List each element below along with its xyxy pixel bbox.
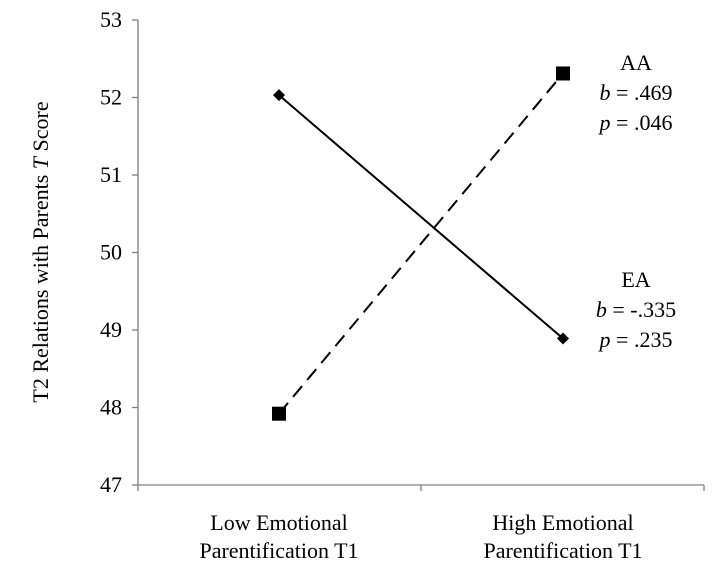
x-ticks: Low Emotional Parentification T1 High Emot… bbox=[137, 485, 705, 563]
y-tick-label: 47 bbox=[100, 472, 122, 497]
annotation-p-value: p = .235 bbox=[598, 327, 673, 352]
series-aa bbox=[272, 66, 570, 421]
series-ea bbox=[273, 89, 569, 345]
x-category-label: Low Emotional Parentification T1 bbox=[199, 510, 358, 563]
annotation-group-label: EA bbox=[621, 267, 650, 292]
y-ticks: 47 48 49 50 51 52 53 bbox=[100, 7, 138, 497]
data-point-diamond bbox=[557, 332, 569, 345]
annotation-layer: EA b = -.335 p = .235 AA b = .469 p = .046 bbox=[596, 50, 676, 352]
data-point-square bbox=[556, 66, 570, 81]
annotation-group-label: AA bbox=[620, 50, 652, 75]
annotation-p-value: p = .046 bbox=[598, 110, 673, 135]
y-tick-label: 51 bbox=[100, 162, 122, 187]
annotation-b-value: b = -.335 bbox=[596, 297, 676, 322]
series-line-ea bbox=[278, 94, 564, 340]
series-line-aa bbox=[278, 72, 564, 415]
y-tick-label: 53 bbox=[100, 7, 122, 32]
y-tick-label: 52 bbox=[100, 85, 122, 110]
y-tick-label: 50 bbox=[100, 240, 122, 265]
annotation-ea: EA b = -.335 p = .235 bbox=[596, 267, 676, 352]
annotation-aa: AA b = .469 p = .046 bbox=[598, 50, 673, 135]
annotation-b-value: b = .469 bbox=[600, 80, 673, 105]
y-axis-label: T2 Relations with Parents T Score bbox=[28, 101, 53, 402]
y-tick-label: 49 bbox=[100, 317, 122, 342]
series-layer bbox=[272, 66, 570, 421]
x-category-label: High Emotional Parentification T1 bbox=[483, 510, 642, 563]
y-tick-label: 48 bbox=[100, 395, 122, 420]
data-point-square bbox=[272, 406, 286, 421]
data-point-diamond bbox=[273, 89, 285, 102]
